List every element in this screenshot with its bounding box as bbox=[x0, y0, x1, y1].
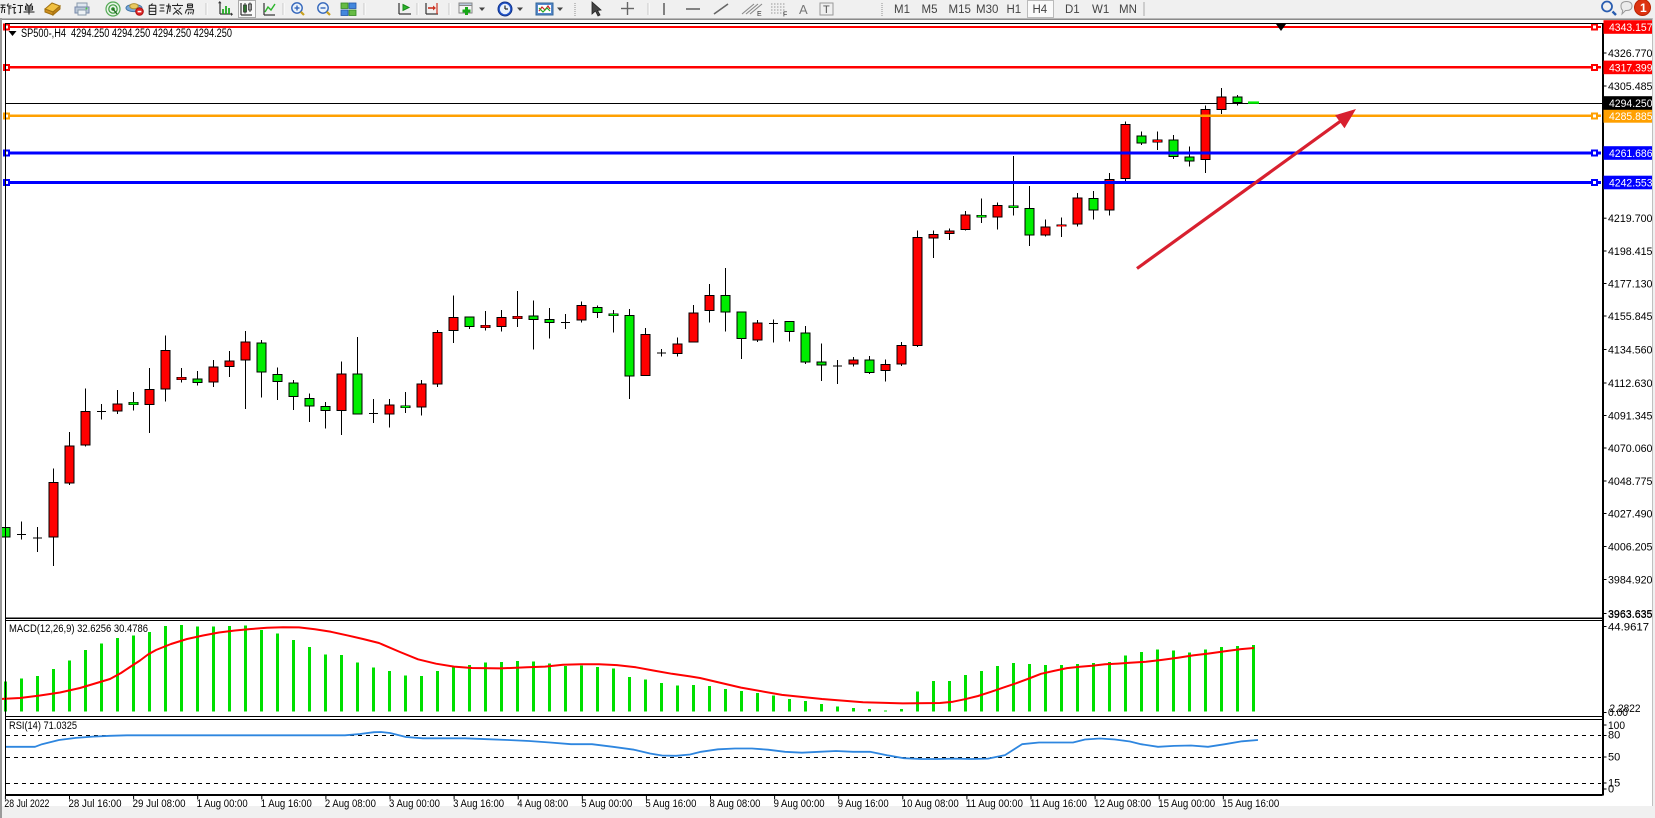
svg-text:3 Aug 16:00: 3 Aug 16:00 bbox=[453, 798, 504, 810]
svg-text:100: 100 bbox=[1608, 720, 1625, 732]
svg-text:F: F bbox=[783, 12, 787, 19]
svg-text:2 Aug 08:00: 2 Aug 08:00 bbox=[325, 798, 376, 810]
svg-text:3963.635: 3963.635 bbox=[1608, 609, 1653, 621]
svg-text:29 Jul 08:00: 29 Jul 08:00 bbox=[133, 798, 186, 810]
svg-text:5 Aug 00:00: 5 Aug 00:00 bbox=[581, 798, 632, 810]
svg-text:8 Aug 08:00: 8 Aug 08:00 bbox=[710, 798, 761, 810]
svg-text:4155.845: 4155.845 bbox=[1608, 311, 1653, 323]
svg-text:4112.630: 4112.630 bbox=[1608, 378, 1653, 390]
svg-text:A: A bbox=[799, 2, 808, 17]
svg-text:MN: MN bbox=[1119, 4, 1137, 16]
svg-text:1 Aug 00:00: 1 Aug 00:00 bbox=[197, 798, 248, 810]
svg-text:15: 15 bbox=[1608, 778, 1620, 790]
svg-text:4177.130: 4177.130 bbox=[1608, 279, 1653, 291]
svg-text:0: 0 bbox=[1608, 784, 1614, 796]
svg-text:H1: H1 bbox=[1007, 4, 1022, 16]
svg-text:4070.060: 4070.060 bbox=[1608, 443, 1653, 455]
svg-text:4261.686: 4261.686 bbox=[1609, 148, 1653, 160]
svg-text:44.9617: 44.9617 bbox=[1608, 622, 1649, 634]
svg-text:MACD(12,26,9) 32.6256 30.4786: MACD(12,26,9) 32.6256 30.4786 bbox=[9, 623, 148, 635]
svg-text:4343.157: 4343.157 bbox=[1609, 22, 1653, 34]
svg-text:2.2822: 2.2822 bbox=[1610, 703, 1641, 715]
svg-text:0.00: 0.00 bbox=[1608, 707, 1628, 719]
svg-text:3 Aug 00:00: 3 Aug 00:00 bbox=[389, 798, 440, 810]
svg-text:4305.485: 4305.485 bbox=[1608, 81, 1653, 93]
svg-text:3984.920: 3984.920 bbox=[1608, 575, 1653, 587]
svg-text:28 Jul 2022: 28 Jul 2022 bbox=[4, 798, 49, 810]
svg-text:50: 50 bbox=[1608, 752, 1620, 764]
svg-text:E: E bbox=[757, 11, 762, 18]
svg-text:15 Aug 00:00: 15 Aug 00:00 bbox=[1158, 798, 1215, 810]
svg-text:H4: H4 bbox=[1033, 4, 1048, 16]
svg-text:15 Aug 16:00: 15 Aug 16:00 bbox=[1222, 798, 1279, 810]
svg-text:4285.885: 4285.885 bbox=[1609, 111, 1653, 123]
svg-text:M1: M1 bbox=[894, 4, 910, 16]
svg-text:4326.770: 4326.770 bbox=[1608, 48, 1653, 60]
svg-text:10 Aug 08:00: 10 Aug 08:00 bbox=[902, 798, 959, 810]
svg-text:D1: D1 bbox=[1065, 4, 1080, 16]
svg-text:11 Aug 00:00: 11 Aug 00:00 bbox=[966, 798, 1023, 810]
svg-text:SP500-,H4 4294.250 4294.250 4: SP500-,H4 4294.250 4294.250 4294.250 429… bbox=[21, 28, 232, 40]
svg-text:4006.205: 4006.205 bbox=[1608, 542, 1653, 554]
svg-text:4317.399: 4317.399 bbox=[1609, 62, 1653, 74]
svg-text:RSI(14) 71.0325: RSI(14) 71.0325 bbox=[9, 720, 77, 732]
svg-text:4091.345: 4091.345 bbox=[1608, 411, 1653, 423]
svg-text:9 Aug 00:00: 9 Aug 00:00 bbox=[774, 798, 825, 810]
svg-text:4048.775: 4048.775 bbox=[1608, 476, 1653, 488]
svg-text:4134.560: 4134.560 bbox=[1608, 345, 1653, 357]
svg-text:11 Aug 16:00: 11 Aug 16:00 bbox=[1030, 798, 1087, 810]
svg-text:12 Aug 08:00: 12 Aug 08:00 bbox=[1094, 798, 1151, 810]
svg-text:4 Aug 08:00: 4 Aug 08:00 bbox=[517, 798, 568, 810]
svg-text:9 Aug 16:00: 9 Aug 16:00 bbox=[838, 798, 889, 810]
svg-text:T: T bbox=[823, 4, 830, 16]
svg-text:3963.635: 3963.635 bbox=[1608, 609, 1653, 621]
svg-text:1 Aug 16:00: 1 Aug 16:00 bbox=[261, 798, 312, 810]
svg-text:4198.415: 4198.415 bbox=[1608, 246, 1653, 258]
svg-text:W1: W1 bbox=[1092, 4, 1109, 16]
svg-text:4242.553: 4242.553 bbox=[1609, 178, 1653, 190]
svg-text:M30: M30 bbox=[976, 4, 998, 16]
svg-text:4294.250: 4294.250 bbox=[1609, 98, 1653, 110]
svg-text:M5: M5 bbox=[922, 4, 938, 16]
svg-text:4027.490: 4027.490 bbox=[1608, 509, 1653, 521]
svg-text:28 Jul 16:00: 28 Jul 16:00 bbox=[69, 798, 122, 810]
svg-text:5 Aug 16:00: 5 Aug 16:00 bbox=[645, 798, 696, 810]
svg-text:4219.700: 4219.700 bbox=[1608, 213, 1653, 225]
svg-text:M15: M15 bbox=[949, 4, 971, 16]
svg-text:1: 1 bbox=[1640, 1, 1647, 15]
svg-text:80: 80 bbox=[1608, 730, 1620, 742]
